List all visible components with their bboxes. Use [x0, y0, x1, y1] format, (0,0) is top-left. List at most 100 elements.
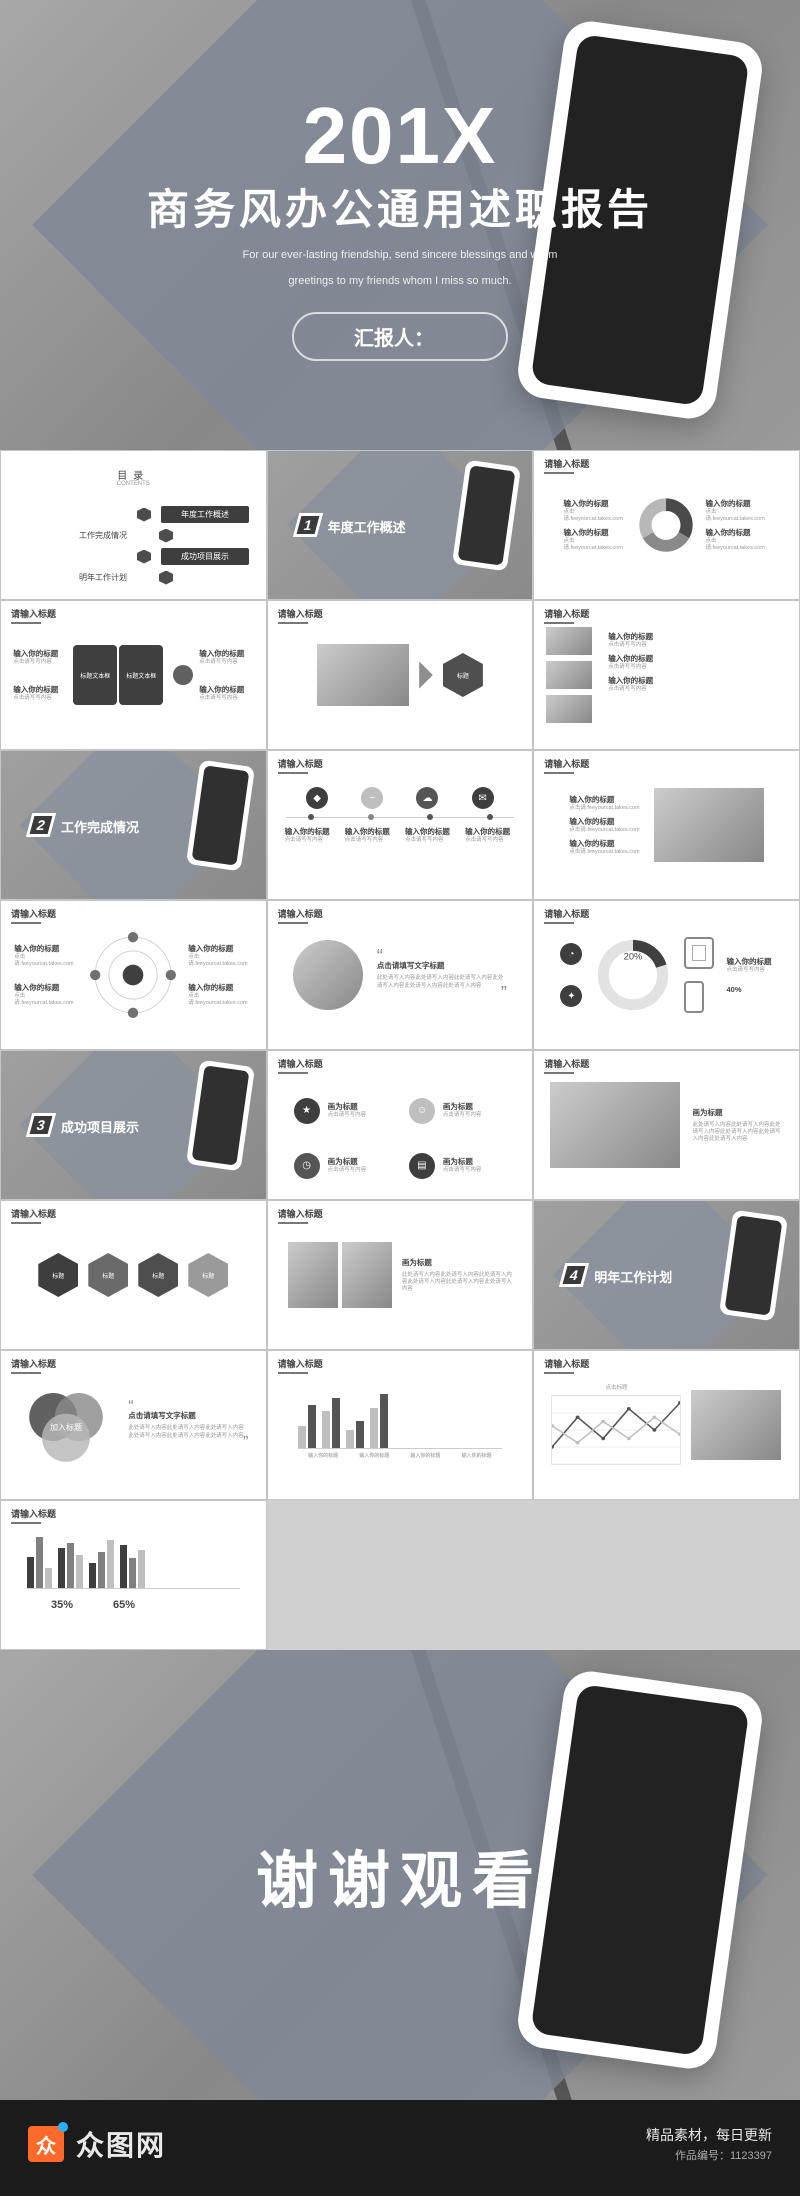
cover-slide: 201X 商务风办公通用述职报告 For our ever-lasting fr…: [0, 0, 800, 450]
item-label: 输入你的标题: [188, 943, 252, 954]
slide-orbit[interactable]: 请输入标题 输入你的标题点击请.feeyourcat.takes.com 输入你…: [0, 900, 267, 1050]
slide-quote[interactable]: 请输入标题 “ 点击请填写文字标题 此处请写入内容此处请写入内容此处请写入内容此…: [267, 900, 534, 1050]
item-desc: 此处请写入内容此处请写入内容此处请写入内容此处请写入内容此处请写入内容此处请写入…: [402, 1272, 512, 1293]
item-desc: 点击请写写内容: [405, 837, 455, 844]
section-title: 明年工作计划: [594, 1267, 672, 1286]
slide-aperture[interactable]: 请输入标题 输入你的标题点击请.feeyourcat.takes.com 输入你…: [533, 450, 800, 600]
phone-icon: [684, 981, 704, 1013]
item-desc: 点击请写写内容: [285, 837, 335, 844]
slide-big-photo[interactable]: 请输入标题 画为标题 此处请写入内容此处请写入内容此处请写入内容此处请写入内容此…: [533, 1050, 800, 1200]
item-desc: 点击请写写内容: [13, 695, 67, 702]
slide-hex-row[interactable]: 请输入标题 标题 标题 标题 标题: [0, 1200, 267, 1350]
cover-title: 商务风办公通用述职报告: [147, 176, 653, 237]
slide-contents[interactable]: 目录 CONTENTS 年度工作概述 工作完成情况x 成功项目展示 明年工作计划…: [0, 450, 267, 600]
star-icon: ★: [294, 1098, 320, 1124]
item-label: 输入你的标题: [569, 816, 639, 827]
item-label: 画为标题: [443, 1156, 482, 1167]
item-desc: 点击请.feeyourcat.takes.com: [14, 954, 78, 968]
photo-placeholder: [288, 1242, 338, 1308]
hex-3: 标题: [138, 1253, 178, 1297]
item-label: 输入你的标题: [705, 498, 769, 509]
chat-icon: ✉: [472, 787, 494, 809]
slide-photo-right[interactable]: 请输入标题 输入你的标题点击请.feeyourcat.takes.com 输入你…: [533, 750, 800, 900]
item-label: 输入你的标题: [345, 826, 395, 837]
line-chart: [551, 1395, 681, 1465]
quote-title: 点击请填写文字标题: [128, 1410, 248, 1421]
section-title: 成功项目展示: [61, 1117, 139, 1136]
item-label: 输入你的标题: [285, 826, 335, 837]
item-label: 输入你的标题: [608, 675, 653, 686]
footer-tagline: 精品素材，每日更新: [646, 2125, 772, 2145]
slide-venn[interactable]: 请输入标题 加入标题 “ 点击请填写文字标题 此处请写入内容此处请写入内容此处请…: [0, 1350, 267, 1500]
brand-logo: 众: [28, 2126, 64, 2162]
slide-grouped-bars[interactable]: 请输入标题 35% 65%: [0, 1500, 267, 1650]
footer-id-label: 作品编号：: [675, 2150, 730, 2162]
contents-heading: 目录: [1, 467, 266, 482]
slide-photo-hex[interactable]: 请输入标题 标题: [267, 600, 534, 750]
footer-id-value: 1123397: [730, 2150, 772, 2162]
slide-title: 请输入标题: [278, 1057, 323, 1074]
cover-subtitle-1: For our ever-lasting friendship, send si…: [147, 247, 653, 264]
item-label: 画为标题: [443, 1101, 482, 1112]
section-title: 年度工作概述: [328, 517, 406, 536]
clock-icon: ◷: [294, 1153, 320, 1179]
doc-icon: ▤: [409, 1153, 435, 1179]
slide-gallery[interactable]: 请输入标题 画为标题 此处请写入内容此处请写入内容此处请写入内容此处请写入内容此…: [267, 1200, 534, 1350]
photo-placeholder: [317, 644, 409, 706]
hex-icon: [159, 571, 173, 585]
slide-line-chart[interactable]: 请输入标题 点击标题: [533, 1350, 800, 1500]
item-label: 输入你的标题: [14, 943, 78, 954]
toc-item-1: 年度工作概述: [161, 506, 249, 523]
item-desc: 点击请写写内容: [443, 1112, 482, 1119]
item-desc: 点击请.feeyourcat.takes.com: [188, 954, 252, 968]
item-label: 输入你的标题: [465, 826, 515, 837]
donut-chart: 20%: [594, 936, 672, 1014]
orbit-diagram: [90, 932, 176, 1018]
cloud-icon: ☁: [416, 787, 438, 809]
item-desc: 点击请写写内容: [328, 1112, 367, 1119]
section-divider-2[interactable]: 2 工作完成情况: [0, 750, 267, 900]
item-desc: 点击请写写内容: [608, 642, 653, 649]
item-desc: 点击请.feeyourcat.takes.com: [705, 538, 769, 552]
hex-4: 标题: [188, 1253, 228, 1297]
slide-title: 请输入标题: [544, 607, 589, 624]
item-label: 输入你的标题: [563, 527, 627, 538]
item-desc: 点击请写写内容: [328, 1167, 367, 1174]
quote-body: 此处请写入内容此处请写入内容此处请写入内容此处请写入内容此处请写入内容此处请写入…: [128, 1425, 248, 1439]
section-divider-4[interactable]: 4 明年工作计划: [533, 1200, 800, 1350]
reporter-pill: 汇报人：: [292, 312, 508, 361]
ending-slide: 谢谢观看: [0, 1650, 800, 2100]
item-desc: 点击请.feeyourcat.takes.com: [563, 538, 627, 552]
percent-b: 65%: [113, 1599, 135, 1611]
item-desc: 点击请写写内容: [443, 1167, 482, 1174]
section-divider-1[interactable]: 1 年度工作概述: [267, 450, 534, 600]
bulb-icon: ◔: [560, 943, 582, 965]
hex-2: 标题: [88, 1253, 128, 1297]
slide-three-photos[interactable]: 请输入标题 输入你的标题点击请写写内容 输入你的标题点击请写写内容 输入你的标题…: [533, 600, 800, 750]
item-desc: 点击请.feeyourcat.takes.com: [705, 509, 769, 523]
item-desc: 点击请写写内容: [608, 664, 653, 671]
item-desc: 点击请写写内容: [465, 837, 515, 844]
item-desc: 点击请.feeyourcat.takes.com: [569, 849, 639, 856]
slide-four-circ[interactable]: 请输入标题 ★画为标题点击请写写内容 ☺画为标题点击请写写内容 ◷画为标题点击请…: [267, 1050, 534, 1200]
item-desc: 点击请.feeyourcat.takes.com: [569, 805, 639, 812]
hex-icon: [159, 529, 173, 543]
slide-bar-chart[interactable]: 请输入标题 输入你的标题输入你的标题输入你的标题输入你的标题: [267, 1350, 534, 1500]
circle-icon: [173, 665, 193, 685]
item-label: 输入你的标题: [13, 648, 67, 659]
toc-item-2: 工作完成情况: [47, 530, 127, 541]
item-desc: 点击请写写内容: [726, 967, 772, 974]
hex-icon: [137, 508, 151, 522]
item-desc: 点击请写写内容: [199, 659, 253, 666]
item-label: 输入你的标题: [608, 631, 653, 642]
hex-1: 标题: [38, 1253, 78, 1297]
slide-grid: 目录 CONTENTS 年度工作概述 工作完成情况x 成功项目展示 明年工作计划…: [0, 450, 800, 1650]
user-icon: ☺: [409, 1098, 435, 1124]
section-divider-3[interactable]: 3 成功项目展示: [0, 1050, 267, 1200]
slide-two-boxes[interactable]: 请输入标题 输入你的标题点击请写写内容 输入你的标题点击请写写内容 标题文本框 …: [0, 600, 267, 750]
slide-ring-percent[interactable]: 请输入标题 ◔ ✦ 20% 输入你的标题点击请写写内容 40%: [533, 900, 800, 1050]
item-desc: 点击请写写内容: [608, 686, 653, 693]
box-dark: 标题文本框: [119, 645, 163, 705]
toc-item-4: 明年工作计划: [47, 572, 127, 583]
slide-timeline[interactable]: 请输入标题 ◆ ~ ☁ ✉ 输入你的标题点击请写写内容 输入你的标题点击请写写内…: [267, 750, 534, 900]
